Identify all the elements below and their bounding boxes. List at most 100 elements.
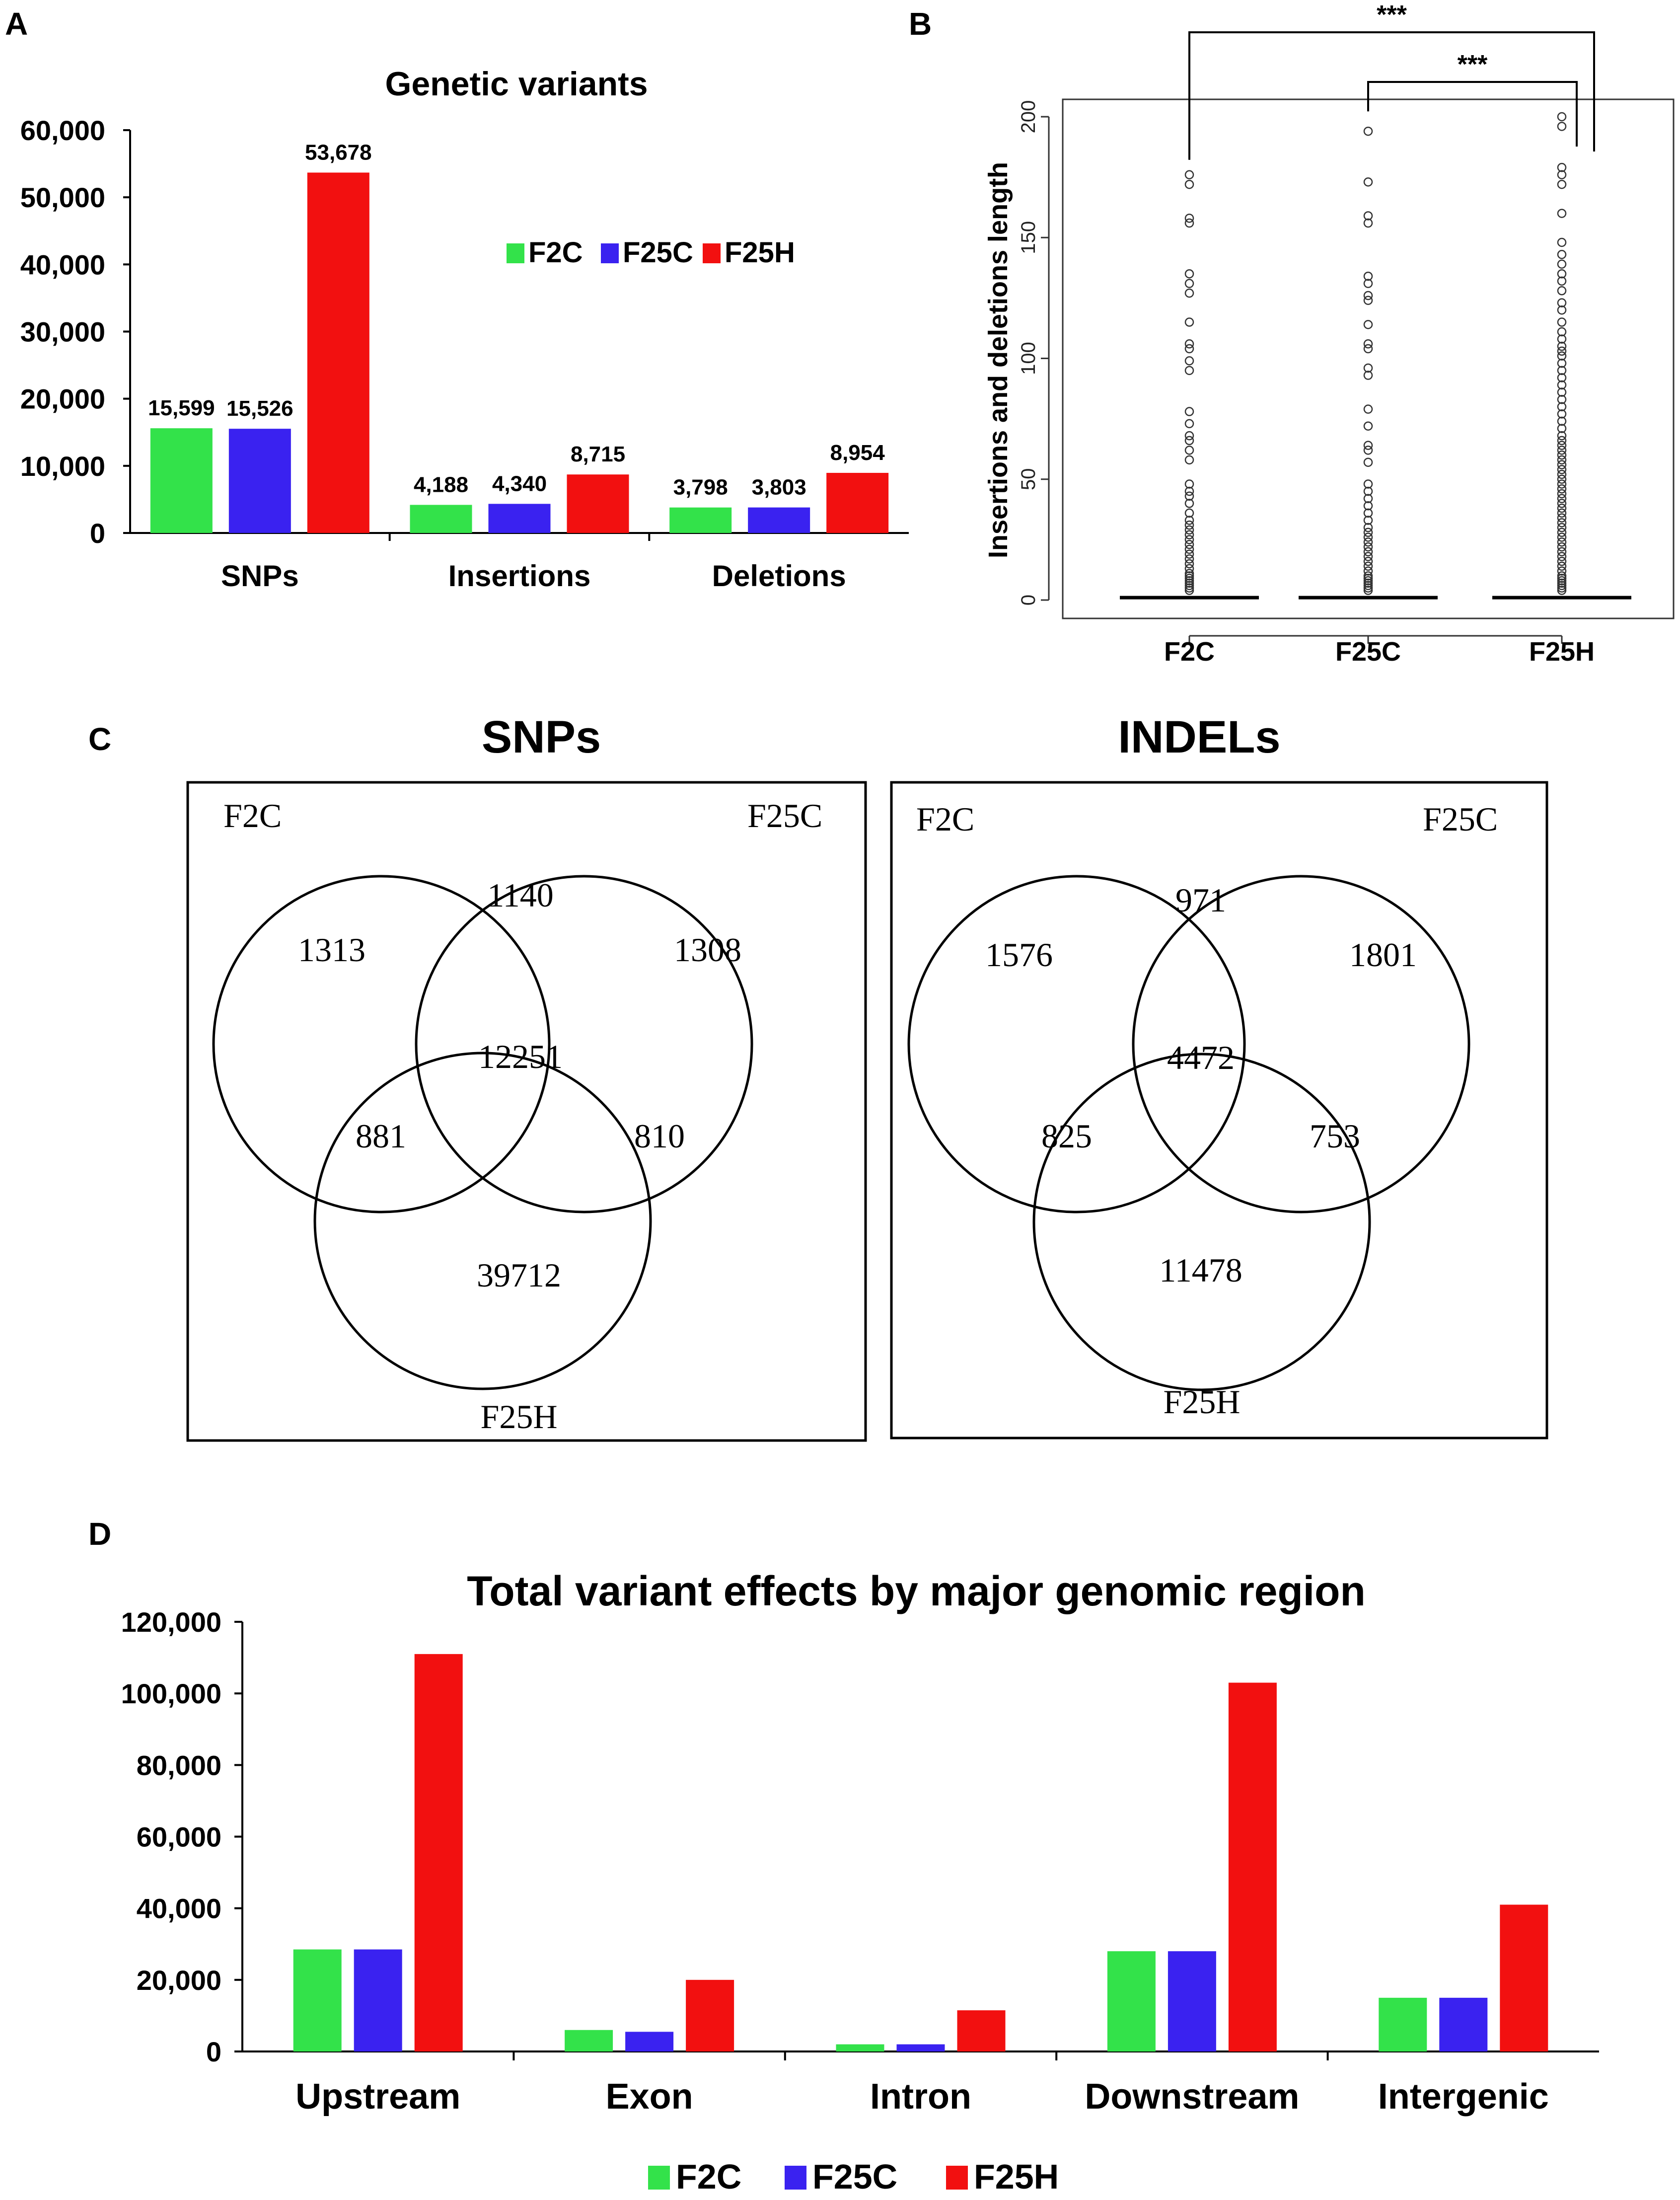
panel-b-outlier-point bbox=[1363, 363, 1373, 373]
panel-d-y-tick-label: 80,000 bbox=[137, 1749, 221, 1781]
panel-b-outlier-point bbox=[1557, 503, 1567, 513]
panel-b-significance-bracket bbox=[1367, 81, 1578, 147]
panel-b-y-tick-label: 100 bbox=[1018, 342, 1039, 375]
panel-b-outlier-point bbox=[1557, 424, 1567, 433]
panel-b-outlier-point bbox=[1184, 170, 1194, 180]
panel-b-outlier-point bbox=[1557, 436, 1567, 446]
panel-a-bar-label: 4,188 bbox=[414, 472, 468, 497]
panel-b-ylabel: Insertions and deletions length bbox=[983, 162, 1013, 558]
panel-b-outlier-point bbox=[1557, 573, 1567, 583]
panel-a-title: Genetic variants bbox=[385, 65, 648, 103]
panel-a-bar-label: 3,798 bbox=[673, 475, 728, 500]
panel-b-x-label: F2C bbox=[1164, 637, 1215, 667]
panel-b-significance-label: *** bbox=[1377, 0, 1407, 29]
venn-snps-only-a: 1313 bbox=[298, 931, 365, 969]
panel-b-outlier-point bbox=[1557, 351, 1567, 361]
venn-indels-only-b: 1801 bbox=[1349, 936, 1417, 974]
panel-a-y-tick-label: 30,000 bbox=[20, 316, 105, 348]
panel-d-legend-swatch-f2c bbox=[648, 2166, 670, 2190]
panel-a-bars: 15,599 15,526 53,678 4,188 4,340 8,715 3,798 3,… bbox=[148, 140, 889, 533]
panel-a-bar-f2c bbox=[669, 507, 732, 533]
panel-a-y-tick-label: 0 bbox=[90, 518, 105, 549]
panel-a-bar-f25c bbox=[748, 507, 810, 533]
panel-b-outlier-point bbox=[1363, 211, 1373, 221]
panel-b-outlier-point bbox=[1557, 341, 1567, 351]
panel-a-bar-f25c bbox=[228, 429, 291, 533]
panel-b-outlier-point bbox=[1557, 162, 1567, 172]
panel-a-bar-f2c bbox=[410, 505, 472, 533]
panel-a-x-label: Insertions bbox=[448, 559, 591, 593]
panel-d-legend-swatch-f25h bbox=[946, 2166, 968, 2190]
panel-b-outlier-point bbox=[1557, 523, 1567, 532]
panel-a-y-tick-label: 20,000 bbox=[20, 383, 105, 415]
panel-b-outlier-point bbox=[1557, 441, 1567, 450]
panel-b-outlier-point bbox=[1184, 516, 1194, 525]
panel-b-outlier-point bbox=[1557, 576, 1567, 586]
panel-b-outlier-point bbox=[1557, 518, 1567, 528]
panel-b-outlier-point bbox=[1184, 569, 1194, 578]
panel-a-bar-f25h bbox=[307, 172, 369, 533]
panel-b-outlier-point bbox=[1557, 566, 1567, 576]
panel-b-outlier-point bbox=[1557, 250, 1567, 259]
panel-b-outlier-point bbox=[1184, 479, 1194, 489]
panel-b-outlier-point bbox=[1557, 327, 1567, 337]
panel-b-outlier-point bbox=[1184, 218, 1194, 228]
panel-b-outlier-point bbox=[1184, 576, 1194, 586]
panel-b-boxplot: Insertions and deletions length 0 50 100 15… bbox=[983, 0, 1675, 667]
panel-b-outlier-point bbox=[1184, 520, 1194, 530]
panel-b-outlier-point bbox=[1557, 269, 1567, 279]
panel-b-outlier-point bbox=[1363, 561, 1373, 571]
panel-d-bar-f25c bbox=[1439, 1997, 1488, 2051]
panel-b-y-tick-label: 150 bbox=[1018, 221, 1039, 254]
panel-label-b: B bbox=[909, 6, 932, 42]
panel-b-outlier-point bbox=[1363, 441, 1373, 450]
panel-b-outlier-point bbox=[1557, 460, 1567, 469]
panel-b-outlier-point bbox=[1557, 409, 1567, 419]
panel-b-outlier-point bbox=[1184, 486, 1194, 496]
panel-b-outlier-point bbox=[1557, 286, 1567, 296]
panel-b-outlier-point bbox=[1557, 494, 1567, 503]
panel-b-outlier-point bbox=[1363, 581, 1373, 591]
panel-a-bar-f2c bbox=[150, 428, 213, 533]
panel-b-outlier-point bbox=[1184, 407, 1194, 416]
panel-d-x-label: Downstream bbox=[1085, 2077, 1299, 2117]
panel-d-x-label: Exon bbox=[606, 2077, 693, 2117]
panel-b-x-label: F25H bbox=[1529, 637, 1595, 667]
panel-d-bar-f25c bbox=[625, 2032, 674, 2051]
panel-b-outlier-point bbox=[1557, 513, 1567, 523]
panel-d-legend: F2C F25C F25H bbox=[648, 2157, 1059, 2196]
panel-label-d: D bbox=[88, 1516, 111, 1552]
panel-a-x-label: Deletions bbox=[712, 559, 846, 593]
panel-a-bar-f25h bbox=[826, 472, 889, 533]
panel-b-y-tick-label: 50 bbox=[1018, 468, 1039, 491]
panel-b-outlier-point bbox=[1557, 394, 1567, 404]
panel-a-y-tick-label: 50,000 bbox=[20, 182, 105, 213]
panel-b-outlier-point bbox=[1184, 535, 1194, 544]
panel-b-outlier-point bbox=[1557, 469, 1567, 479]
panel-a-legend-swatch-f25c bbox=[601, 243, 619, 263]
panel-d-y-tick-label: 120,000 bbox=[121, 1606, 221, 1638]
panel-b-outlier-point bbox=[1363, 552, 1373, 561]
panel-d-bar-f25h bbox=[1228, 1682, 1277, 2051]
panel-b-outlier-point bbox=[1557, 532, 1567, 542]
panel-b-outlier-point bbox=[1557, 416, 1567, 426]
venn-indels-circle-f2c bbox=[907, 875, 1246, 1214]
panel-b-outlier-point bbox=[1184, 525, 1194, 535]
panel-d-y-tick-label: 20,000 bbox=[137, 1965, 221, 1996]
panel-b-outlier-point bbox=[1557, 450, 1567, 460]
panel-a-legend-label: F25C bbox=[623, 236, 693, 269]
panel-a-axes: 0 10,000 20,000 30,000 40,000 50,000 60,000 SNP… bbox=[20, 115, 909, 593]
panel-b-outlier-point bbox=[1557, 547, 1567, 556]
panel-b-outlier-point bbox=[1557, 358, 1567, 368]
panel-d-bar-f25c bbox=[1168, 1951, 1216, 2051]
panel-b-outlier-point bbox=[1557, 484, 1567, 494]
panel-label-a: A bbox=[5, 6, 28, 42]
panel-b-outlier-point bbox=[1184, 339, 1194, 349]
venn-indels-ac: 825 bbox=[1041, 1117, 1092, 1155]
panel-d-bar-f2c bbox=[836, 2044, 884, 2051]
panel-b-outlier-point bbox=[1557, 528, 1567, 537]
panel-b-outlier-point bbox=[1363, 583, 1373, 593]
panel-a-bar-label: 8,954 bbox=[830, 441, 885, 465]
panel-b-outlier-point bbox=[1184, 279, 1194, 288]
panel-b-outlier-point bbox=[1363, 344, 1373, 354]
